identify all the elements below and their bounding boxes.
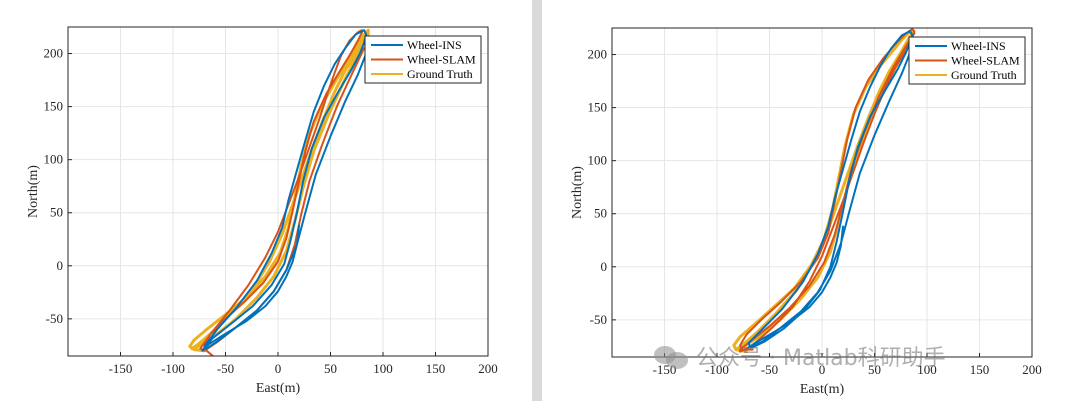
x-tick-label: 0 [819, 362, 826, 377]
x-tick-label: 200 [1022, 362, 1042, 377]
x-tick-label: 100 [373, 361, 393, 376]
right-trajectory-chart: -150 -100 -50 0 50 100 150 200-50050100150200Ea… [570, 27, 1042, 397]
series-line-wheel-ins [747, 30, 916, 349]
x-tick-label: -100 [161, 361, 185, 376]
x-tick-label: 50 [868, 362, 881, 377]
legend-label: Wheel-INS [407, 38, 462, 52]
y-tick-label: -50 [46, 311, 63, 326]
y-tick-label: 100 [44, 152, 64, 167]
y-tick-label: 0 [601, 259, 608, 274]
x-tick-label: -50 [761, 362, 778, 377]
y-tick-label: 100 [588, 153, 608, 168]
watermark: 公众号 · Matlab科研助手 [652, 340, 946, 372]
series-line-wheel-slam [739, 28, 916, 353]
x-tick-label: -150 [109, 361, 133, 376]
y-tick-label: 200 [44, 46, 64, 61]
legend-label: Wheel-SLAM [951, 54, 1020, 68]
y-tick-label: 150 [588, 100, 608, 115]
legend-label: Wheel-SLAM [407, 53, 476, 67]
x-tick-label: 100 [917, 362, 937, 377]
x-tick-label: 150 [426, 361, 446, 376]
series-line-wheel-ins [201, 29, 370, 352]
y-tick-label: 50 [594, 206, 607, 221]
y-axis-label: North(m) [570, 166, 585, 219]
x-tick-label: -50 [217, 361, 234, 376]
legend-label: Ground Truth [951, 68, 1017, 82]
y-tick-label: 50 [50, 205, 63, 220]
y-axis-label: North(m) [26, 165, 41, 218]
y-tick-label: 150 [44, 99, 64, 114]
x-axis-label: East(m) [256, 381, 301, 396]
panel-divider [532, 0, 542, 401]
wechat-icon [652, 342, 690, 370]
x-tick-label: -100 [705, 362, 729, 377]
left-figure-panel: -150 -100 -50 0 50 100 150 200 -50 0 50 100 150 200 Ea… [0, 0, 532, 401]
right-figure-panel: -150 -100 -50 0 50 100 150 200 -50 0 50 100 150 200 Ea… [542, 0, 1080, 401]
left-trajectory-chart: -150 -100 -50 0 50 100 150 200 -50 0 50 100 150 200 Ea… [26, 26, 498, 396]
x-tick-label: 0 [275, 361, 282, 376]
y-tick-label: 0 [57, 258, 64, 273]
x-tick-label: 50 [324, 361, 337, 376]
legend-label: Wheel-INS [951, 39, 1006, 53]
x-tick-label: 150 [970, 362, 990, 377]
x-tick-label: 200 [478, 361, 498, 376]
legend-label: Ground Truth [407, 67, 473, 81]
y-tick-label: -50 [590, 312, 607, 327]
y-tick-label: 200 [588, 47, 608, 62]
watermark-text: 公众号 · Matlab科研助手 [696, 346, 946, 371]
x-axis-label: East(m) [800, 382, 845, 397]
